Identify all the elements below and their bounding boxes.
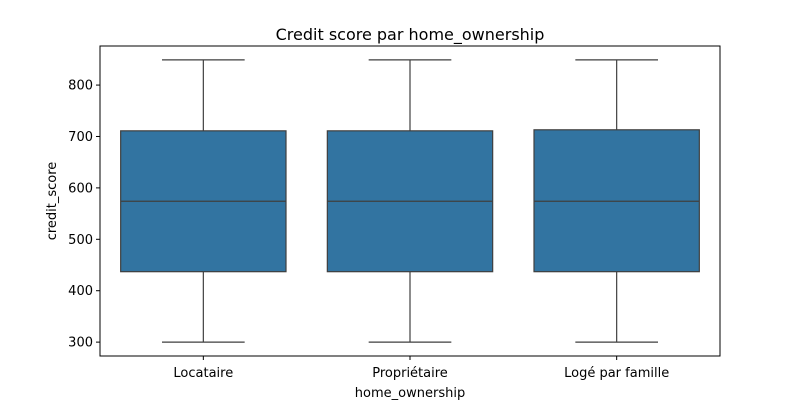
y-tick-label: 600 — [68, 181, 93, 196]
y-axis-label: credit_score — [45, 162, 60, 241]
plot-area — [120, 59, 700, 343]
y-tick-label: 700 — [68, 130, 93, 145]
x-axis: Locataire Propriétaire Logé par famille — [173, 356, 669, 381]
y-axis: 300 400 500 600 700 800 — [68, 79, 100, 351]
x-axis-label: home_ownership — [355, 386, 465, 400]
chart-title: Credit score par home_ownership — [276, 25, 545, 45]
x-tick-label: Propriétaire — [372, 366, 448, 381]
y-tick-label: 300 — [68, 336, 93, 351]
y-tick-label: 800 — [68, 79, 93, 94]
y-tick-label: 500 — [68, 233, 93, 248]
x-tick-label: Locataire — [173, 366, 233, 381]
y-tick-label: 400 — [68, 284, 93, 299]
x-tick-label: Logé par famille — [564, 366, 669, 381]
